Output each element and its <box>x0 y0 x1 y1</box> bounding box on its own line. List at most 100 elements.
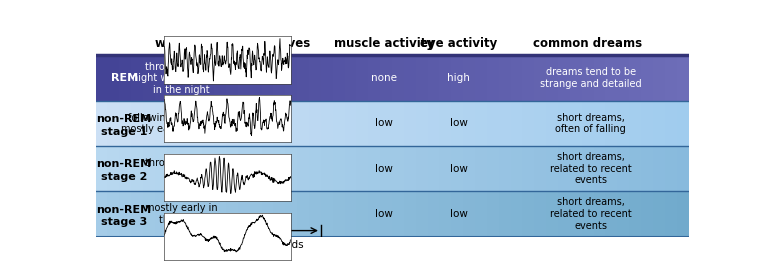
Bar <box>594 101 607 146</box>
Bar <box>344 101 358 146</box>
Bar <box>333 101 346 146</box>
Bar <box>594 192 607 237</box>
Text: low: low <box>450 164 467 174</box>
Bar <box>629 56 643 101</box>
Bar <box>167 56 180 101</box>
Bar <box>594 146 607 192</box>
Bar <box>428 56 441 101</box>
Bar <box>605 56 619 101</box>
Bar <box>321 192 334 237</box>
Bar <box>214 146 227 192</box>
Bar <box>511 146 524 192</box>
Bar <box>416 192 429 237</box>
Bar <box>653 146 666 192</box>
Bar <box>167 101 180 146</box>
Bar <box>428 192 441 237</box>
Bar <box>356 146 369 192</box>
Bar <box>439 101 453 146</box>
Bar <box>404 101 417 146</box>
Bar <box>558 101 571 146</box>
Bar <box>238 146 251 192</box>
Bar <box>439 146 453 192</box>
Bar <box>321 146 334 192</box>
Bar <box>249 56 263 101</box>
Bar <box>641 146 654 192</box>
Bar <box>451 146 464 192</box>
Text: short dreams,
related to recent
events: short dreams, related to recent events <box>550 152 632 185</box>
Bar <box>155 192 168 237</box>
Bar <box>132 146 145 192</box>
Bar <box>617 56 630 101</box>
Bar <box>665 192 678 237</box>
Bar <box>617 101 630 146</box>
Bar <box>356 192 369 237</box>
Bar <box>107 56 121 101</box>
Bar <box>475 146 488 192</box>
Text: stage 1: stage 1 <box>101 127 148 137</box>
Bar <box>262 101 275 146</box>
Bar <box>475 56 488 101</box>
Bar <box>534 56 548 101</box>
Text: mostly early in
the night: mostly early in the night <box>145 203 218 225</box>
Bar <box>369 101 382 146</box>
Bar <box>190 192 203 237</box>
Bar <box>546 101 559 146</box>
Bar <box>226 101 239 146</box>
Bar <box>202 146 216 192</box>
Text: when: when <box>155 37 190 50</box>
Bar <box>570 192 583 237</box>
Bar <box>499 192 512 237</box>
Bar <box>344 192 358 237</box>
Bar <box>369 56 382 101</box>
Bar <box>214 192 227 237</box>
Bar <box>641 101 654 146</box>
Bar <box>190 56 203 101</box>
Bar <box>653 192 666 237</box>
Bar <box>404 146 417 192</box>
Bar <box>511 101 524 146</box>
Bar <box>273 192 287 237</box>
Bar <box>202 56 216 101</box>
Bar <box>487 192 500 237</box>
Text: muscle activity: muscle activity <box>334 37 435 50</box>
Bar <box>214 56 227 101</box>
Bar <box>369 192 382 237</box>
Bar <box>202 192 216 237</box>
Text: non-REM: non-REM <box>96 205 151 215</box>
Bar <box>581 192 595 237</box>
Bar <box>119 192 132 237</box>
Bar <box>285 146 298 192</box>
Bar <box>487 101 500 146</box>
Text: following sleep onset;
mostly early in the night: following sleep onset; mostly early in t… <box>122 113 242 134</box>
Text: short dreams,
often of falling: short dreams, often of falling <box>555 113 626 134</box>
Bar <box>629 146 643 192</box>
Bar <box>392 192 405 237</box>
Bar <box>178 146 192 192</box>
Bar <box>309 101 322 146</box>
Bar <box>249 101 263 146</box>
Bar <box>380 101 393 146</box>
Bar <box>676 192 690 237</box>
Text: none: none <box>371 73 397 83</box>
Bar <box>132 192 145 237</box>
Bar <box>333 192 346 237</box>
Text: dreams tend to be
strange and detailed: dreams tend to be strange and detailed <box>540 67 642 89</box>
Bar <box>190 101 203 146</box>
Bar <box>522 101 535 146</box>
Bar <box>297 56 311 101</box>
Bar <box>107 146 121 192</box>
Bar <box>249 192 263 237</box>
Bar <box>665 56 678 101</box>
Bar <box>107 192 121 237</box>
Text: stage 2: stage 2 <box>101 172 148 182</box>
Bar <box>653 56 666 101</box>
Bar <box>629 101 643 146</box>
Bar <box>522 192 535 237</box>
Bar <box>392 146 405 192</box>
Bar <box>155 146 168 192</box>
Text: 2.5 seconds: 2.5 seconds <box>241 240 303 250</box>
Bar <box>202 101 216 146</box>
Bar <box>132 56 145 101</box>
Bar <box>178 192 192 237</box>
Bar <box>226 146 239 192</box>
